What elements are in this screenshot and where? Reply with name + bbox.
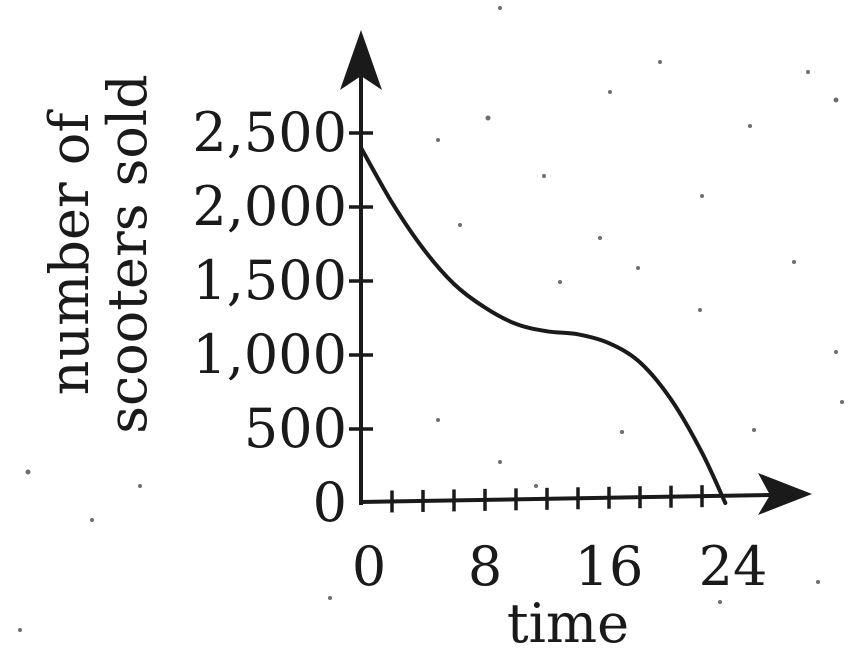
series-line xyxy=(359,145,728,505)
x-axis-arrowhead xyxy=(758,473,812,515)
y-axis-title: number of scooters sold xyxy=(38,74,159,433)
x-tick-label: 8 xyxy=(468,535,502,598)
scan-specks xyxy=(18,6,844,632)
y-axis-arrowhead xyxy=(340,30,382,90)
x-axis-title: time xyxy=(507,592,629,655)
x-tick-label: 16 xyxy=(575,535,644,598)
y-axis-ticks: 0 500 1,000 1,500 2,000 2,500 xyxy=(192,101,373,534)
y-tick-label: 2,000 xyxy=(192,175,347,238)
y-tick-label: 500 xyxy=(244,397,347,460)
y-tick-label: 0 xyxy=(313,471,347,534)
x-tick-label: 24 xyxy=(699,535,768,598)
y-tick-label: 2,500 xyxy=(192,101,347,164)
x-axis-ticks: 0 8 16 24 xyxy=(352,485,768,598)
y-tick-label: 1,000 xyxy=(192,323,347,386)
x-tick-label: 0 xyxy=(352,535,386,598)
y-axis-title-line-2: scooters sold xyxy=(96,74,159,433)
y-axis-title-line-1: number of xyxy=(38,109,101,396)
y-tick-label: 1,500 xyxy=(192,249,347,312)
